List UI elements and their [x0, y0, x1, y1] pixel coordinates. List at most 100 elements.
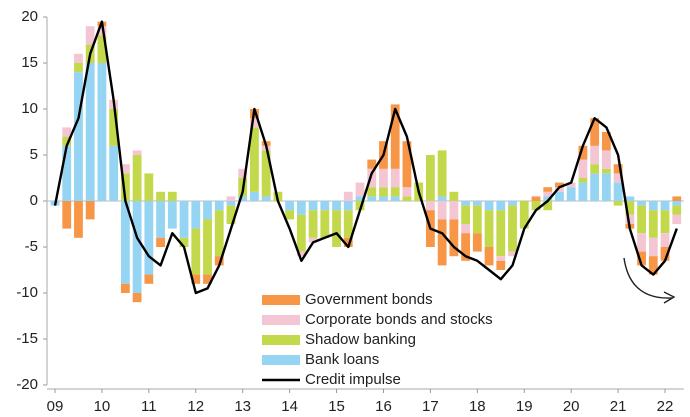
bar-segment	[120, 283, 130, 293]
bar-segment	[390, 196, 400, 201]
bar-segment	[613, 173, 623, 183]
bar-segment	[402, 187, 412, 197]
bar-segment	[296, 251, 306, 257]
bar-segment	[637, 233, 646, 252]
bar-segment	[179, 237, 189, 247]
bar-segment	[484, 247, 494, 266]
bar-segment	[132, 293, 142, 303]
legend-label: Corporate bonds and stocks	[305, 311, 493, 328]
bar-segment	[343, 201, 353, 211]
bar-segment	[449, 201, 459, 220]
bar-segment	[543, 201, 553, 211]
bar-segment	[625, 214, 635, 224]
bar-segment	[437, 196, 447, 201]
bar-segment	[214, 201, 224, 211]
bar-segment	[590, 145, 600, 165]
bar-segment	[62, 136, 72, 146]
bar-segment	[320, 210, 330, 238]
bar-segment	[203, 274, 212, 284]
bar-segment	[508, 201, 517, 206]
bar-segment	[226, 196, 236, 201]
legend-swatch	[262, 355, 300, 365]
bar-segment	[390, 187, 400, 197]
bar-segment	[367, 196, 377, 201]
bar-segment	[238, 168, 248, 178]
x-tick-label: 09	[47, 398, 64, 415]
bar-segment	[519, 201, 529, 229]
bar-segment	[132, 150, 142, 155]
bar-segment	[648, 201, 658, 211]
bar-segment	[496, 260, 506, 270]
bar-segment	[449, 191, 459, 201]
bar-segment	[402, 196, 412, 201]
bar-segment	[437, 150, 447, 197]
bar-segment	[461, 205, 470, 224]
x-tick-label: 14	[281, 398, 298, 415]
bar-segment	[672, 201, 682, 206]
bar-segment	[555, 187, 564, 192]
bar-segment	[191, 201, 201, 229]
bar-segment	[672, 196, 682, 201]
bar-segment	[402, 141, 412, 188]
bar-segment	[367, 159, 377, 169]
bar-segment	[578, 145, 588, 160]
bar-segment	[62, 201, 72, 229]
bar-segment	[355, 201, 365, 211]
x-tick-label: 12	[187, 398, 204, 415]
x-tick-label: 18	[469, 398, 486, 415]
legend-label: Bank loans	[305, 351, 379, 368]
bar-segment	[191, 228, 201, 275]
bar-segment	[508, 205, 517, 252]
bar-segment	[578, 178, 588, 183]
bar-segment	[601, 173, 611, 201]
bar-segment	[343, 191, 353, 201]
bar-segment	[543, 187, 553, 192]
x-tick-label: 10	[94, 398, 111, 415]
bar-segment	[74, 53, 83, 63]
bar-segment	[367, 168, 377, 188]
bar-segment	[167, 191, 177, 201]
bar-segment	[531, 201, 541, 211]
x-tick-label: 11	[141, 398, 157, 415]
bar-segment	[426, 201, 435, 211]
bar-segment	[214, 256, 224, 266]
legend-label: Credit impulse	[305, 371, 401, 388]
bar-segment	[203, 219, 212, 275]
bar-segment	[250, 191, 259, 201]
bar-segment	[426, 155, 435, 201]
bar-segment	[555, 191, 564, 201]
bar-segment	[613, 201, 623, 206]
bar-segment	[296, 214, 306, 252]
bar-segment	[343, 237, 353, 247]
x-tick-label: 17	[422, 398, 439, 415]
bar-segment	[74, 72, 83, 201]
bar-segment	[332, 210, 341, 247]
bar-segment	[120, 173, 130, 201]
bar-segment	[601, 150, 611, 169]
bar-segment	[132, 201, 142, 293]
bar-segment	[648, 256, 658, 275]
bar-segment	[484, 201, 494, 211]
bar-segment	[660, 247, 670, 261]
bar-segment	[156, 201, 165, 238]
bar-segment	[144, 173, 154, 201]
bar-segment	[637, 251, 646, 266]
bar-segment	[472, 233, 482, 252]
bar-segment	[379, 187, 388, 197]
bar-segment	[496, 201, 506, 211]
bar-segment	[120, 201, 130, 284]
legend-swatch	[262, 295, 300, 305]
y-tick-label: 10	[21, 100, 38, 117]
bar-segment	[62, 127, 72, 137]
bar-segment	[367, 187, 377, 197]
bar-segment	[543, 196, 553, 201]
bar-segment	[637, 205, 646, 234]
bar-segment	[531, 196, 541, 201]
bar-segment	[461, 201, 470, 206]
bar-segment	[390, 168, 400, 188]
bar-segment	[132, 155, 142, 201]
y-tick-label: -5	[25, 238, 38, 255]
bar-segment	[508, 251, 517, 257]
bar-segment	[543, 191, 553, 197]
